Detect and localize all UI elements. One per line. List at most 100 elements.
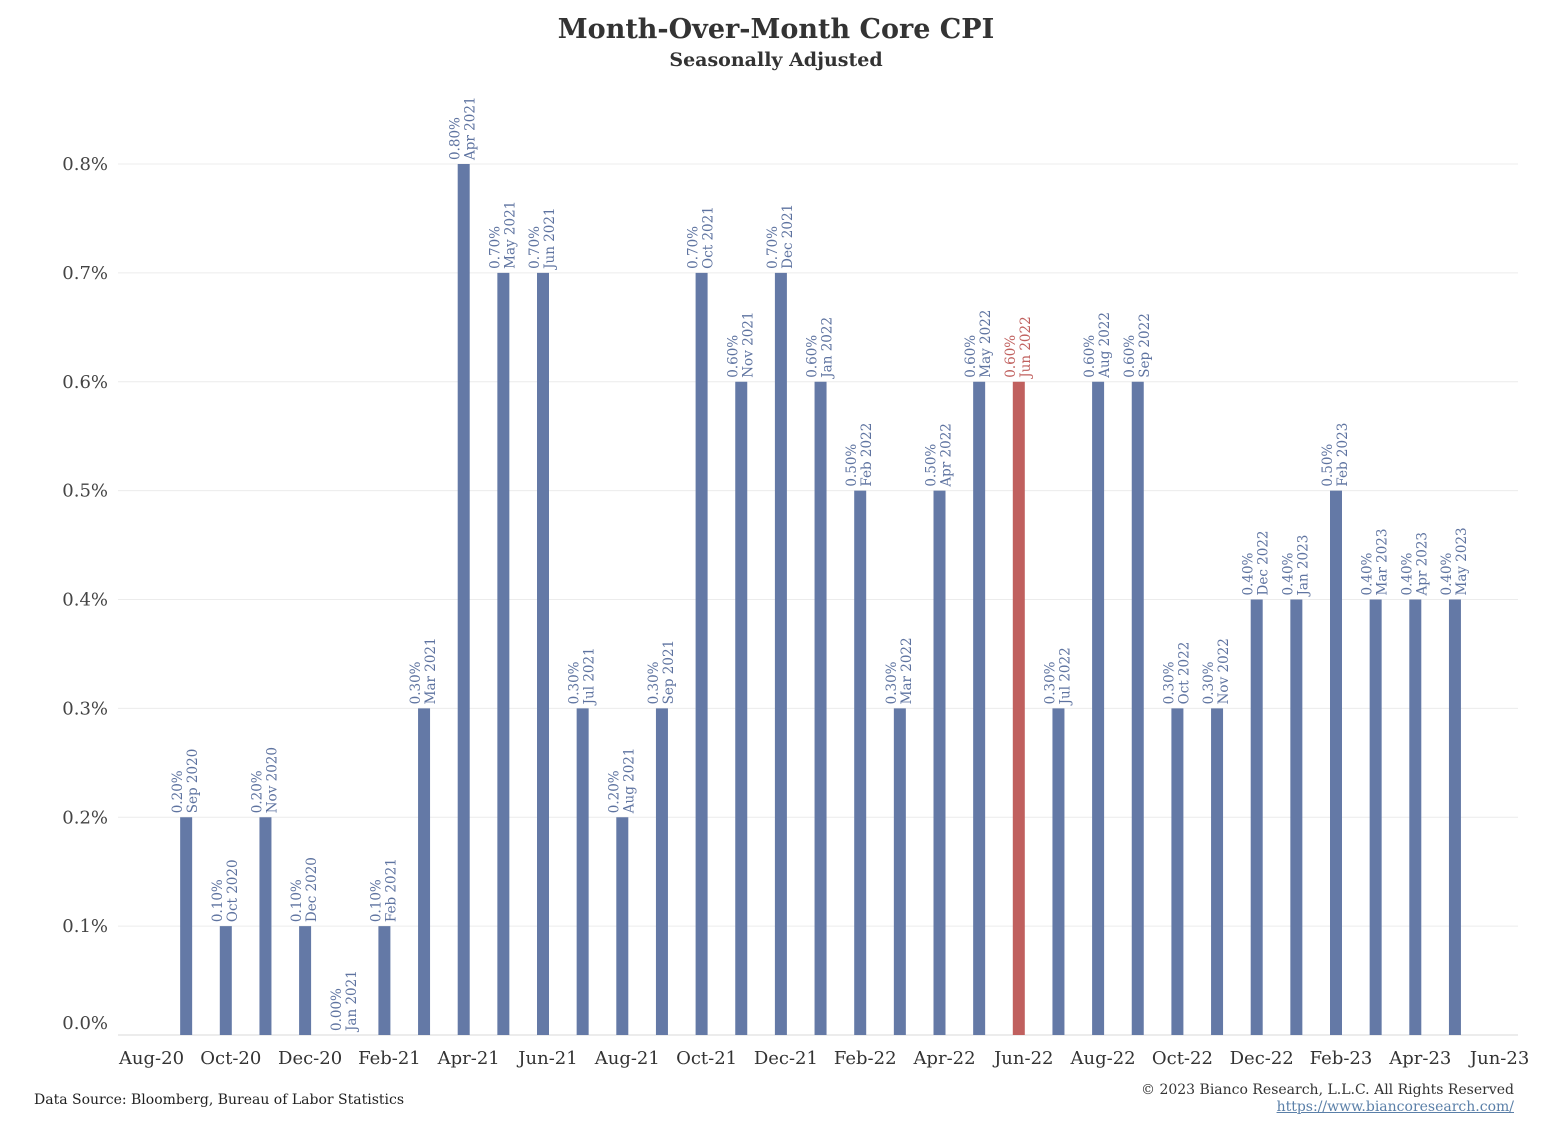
category-label: May 2023	[1454, 527, 1470, 595]
bar	[1012, 381, 1025, 1035]
value-label: 0.40%	[1439, 552, 1455, 595]
category-label: Feb 2021	[383, 858, 399, 922]
value-label: 0.30%	[408, 661, 424, 704]
value-label: 0.10%	[289, 879, 305, 922]
value-label: 0.10%	[368, 879, 384, 922]
category-label: Apr 2023	[1414, 532, 1430, 597]
bar	[378, 926, 391, 1035]
category-label: Jan 2021	[344, 970, 360, 1033]
bar	[1369, 599, 1382, 1035]
bar	[1330, 490, 1342, 1035]
x-tick-label: Oct-22	[1152, 1048, 1213, 1069]
bar	[1131, 381, 1144, 1035]
website-link[interactable]: https://www.biancoresearch.com/	[1276, 1099, 1514, 1115]
x-tick-label: Dec-20	[278, 1048, 342, 1069]
value-label: 0.20%	[606, 770, 622, 813]
bar	[1290, 599, 1303, 1035]
bar	[1448, 599, 1461, 1035]
category-label: Nov 2021	[740, 312, 756, 378]
value-label: 0.50%	[924, 444, 940, 487]
x-tick-label: Feb-21	[358, 1048, 421, 1069]
bar	[854, 490, 867, 1035]
value-label: 0.60%	[1003, 335, 1019, 378]
x-tick-label: Apr-21	[437, 1048, 500, 1069]
x-tick-label: Dec-22	[1230, 1048, 1294, 1069]
bar	[695, 272, 708, 1035]
bar	[259, 817, 272, 1035]
x-axis: Aug-20 Oct-20 Dec-20 Feb-21 Apr-21 Jun-21 Aug-…	[118, 1048, 1529, 1069]
value-label: 0.70%	[765, 226, 781, 269]
bar	[180, 817, 193, 1035]
category-label: Feb 2022	[859, 423, 875, 487]
value-label: 0.30%	[567, 661, 583, 704]
y-tick-label: 0.8%	[62, 154, 108, 175]
data-source-note: Data Source: Bloomberg, Bureau of Labor …	[34, 1092, 405, 1108]
category-label: Sep 2022	[1137, 313, 1153, 378]
bar	[616, 817, 629, 1035]
value-label: 0.10%	[210, 879, 226, 922]
y-tick-label: 0.1%	[62, 916, 108, 937]
value-label: 0.40%	[1360, 552, 1376, 595]
bar	[1171, 708, 1184, 1035]
y-tick-label: 0.7%	[62, 263, 108, 284]
category-label: Apr 2021	[463, 97, 479, 162]
category-label: Aug 2021	[621, 748, 637, 815]
bar	[814, 381, 827, 1035]
bar	[973, 381, 986, 1035]
category-label: Dec 2021	[780, 204, 796, 269]
value-label: 0.30%	[646, 661, 662, 704]
x-tick-label: Oct-21	[676, 1048, 737, 1069]
category-label: Mar 2023	[1375, 529, 1391, 596]
value-label: 0.60%	[963, 335, 979, 378]
y-tick-label: 0.0%	[62, 1013, 108, 1034]
value-label: 0.70%	[686, 226, 702, 269]
chart-title: Month-Over-Month Core CPI	[557, 14, 995, 45]
category-label: Mar 2021	[423, 637, 439, 704]
category-label: Jun 2022	[1018, 316, 1034, 379]
y-tick-label: 0.4%	[62, 590, 108, 611]
bar	[1092, 381, 1105, 1035]
x-tick-label: Oct-20	[200, 1048, 261, 1069]
category-label: May 2021	[502, 201, 518, 269]
y-tick-label: 0.6%	[62, 372, 108, 393]
value-label: 0.40%	[1241, 552, 1257, 595]
category-label: Aug 2022	[1097, 312, 1113, 379]
bar	[576, 708, 589, 1035]
bar	[1052, 708, 1065, 1035]
category-label: Jan 2022	[820, 317, 836, 380]
x-tick-label: Aug-21	[594, 1048, 660, 1069]
value-label: 0.30%	[1042, 661, 1058, 704]
x-tick-label: Jun-21	[516, 1048, 577, 1069]
x-tick-label: Apr-22	[912, 1048, 975, 1069]
category-label: Apr 2022	[939, 423, 955, 488]
bar	[457, 164, 470, 1035]
bar	[497, 272, 510, 1035]
value-label: 0.60%	[1122, 335, 1138, 378]
category-label: Jan 2023	[1295, 535, 1311, 598]
x-tick-label: Dec-21	[754, 1048, 818, 1069]
value-label: 0.40%	[1280, 552, 1296, 595]
category-label: Jul 2021	[582, 647, 598, 706]
value-label: 0.30%	[1161, 661, 1177, 704]
value-label: 0.70%	[487, 226, 503, 269]
category-label: Sep 2021	[661, 640, 677, 705]
category-label: Dec 2020	[304, 857, 320, 922]
value-label: 0.60%	[725, 335, 741, 378]
category-label: Oct 2022	[1176, 642, 1192, 705]
x-tick-label: Jun-22	[992, 1048, 1053, 1069]
y-axis: 0.0% 0.1% 0.2% 0.3% 0.4% 0.5% 0.6% 0.7% 0.8%	[62, 154, 108, 1034]
value-label: 0.00%	[329, 988, 345, 1031]
x-tick-label: Aug-22	[1070, 1048, 1136, 1069]
bar	[1211, 708, 1224, 1035]
category-label: Dec 2022	[1256, 530, 1272, 595]
y-tick-label: 0.5%	[62, 481, 108, 502]
value-label: 0.60%	[805, 335, 821, 378]
value-label: 0.40%	[1399, 552, 1415, 595]
bar	[893, 708, 906, 1035]
copyright-note: © 2023 Bianco Research, L.L.C. All Right…	[1141, 1082, 1514, 1098]
category-label: Oct 2021	[701, 206, 717, 269]
value-label: 0.50%	[1320, 444, 1336, 487]
bar	[418, 708, 431, 1035]
